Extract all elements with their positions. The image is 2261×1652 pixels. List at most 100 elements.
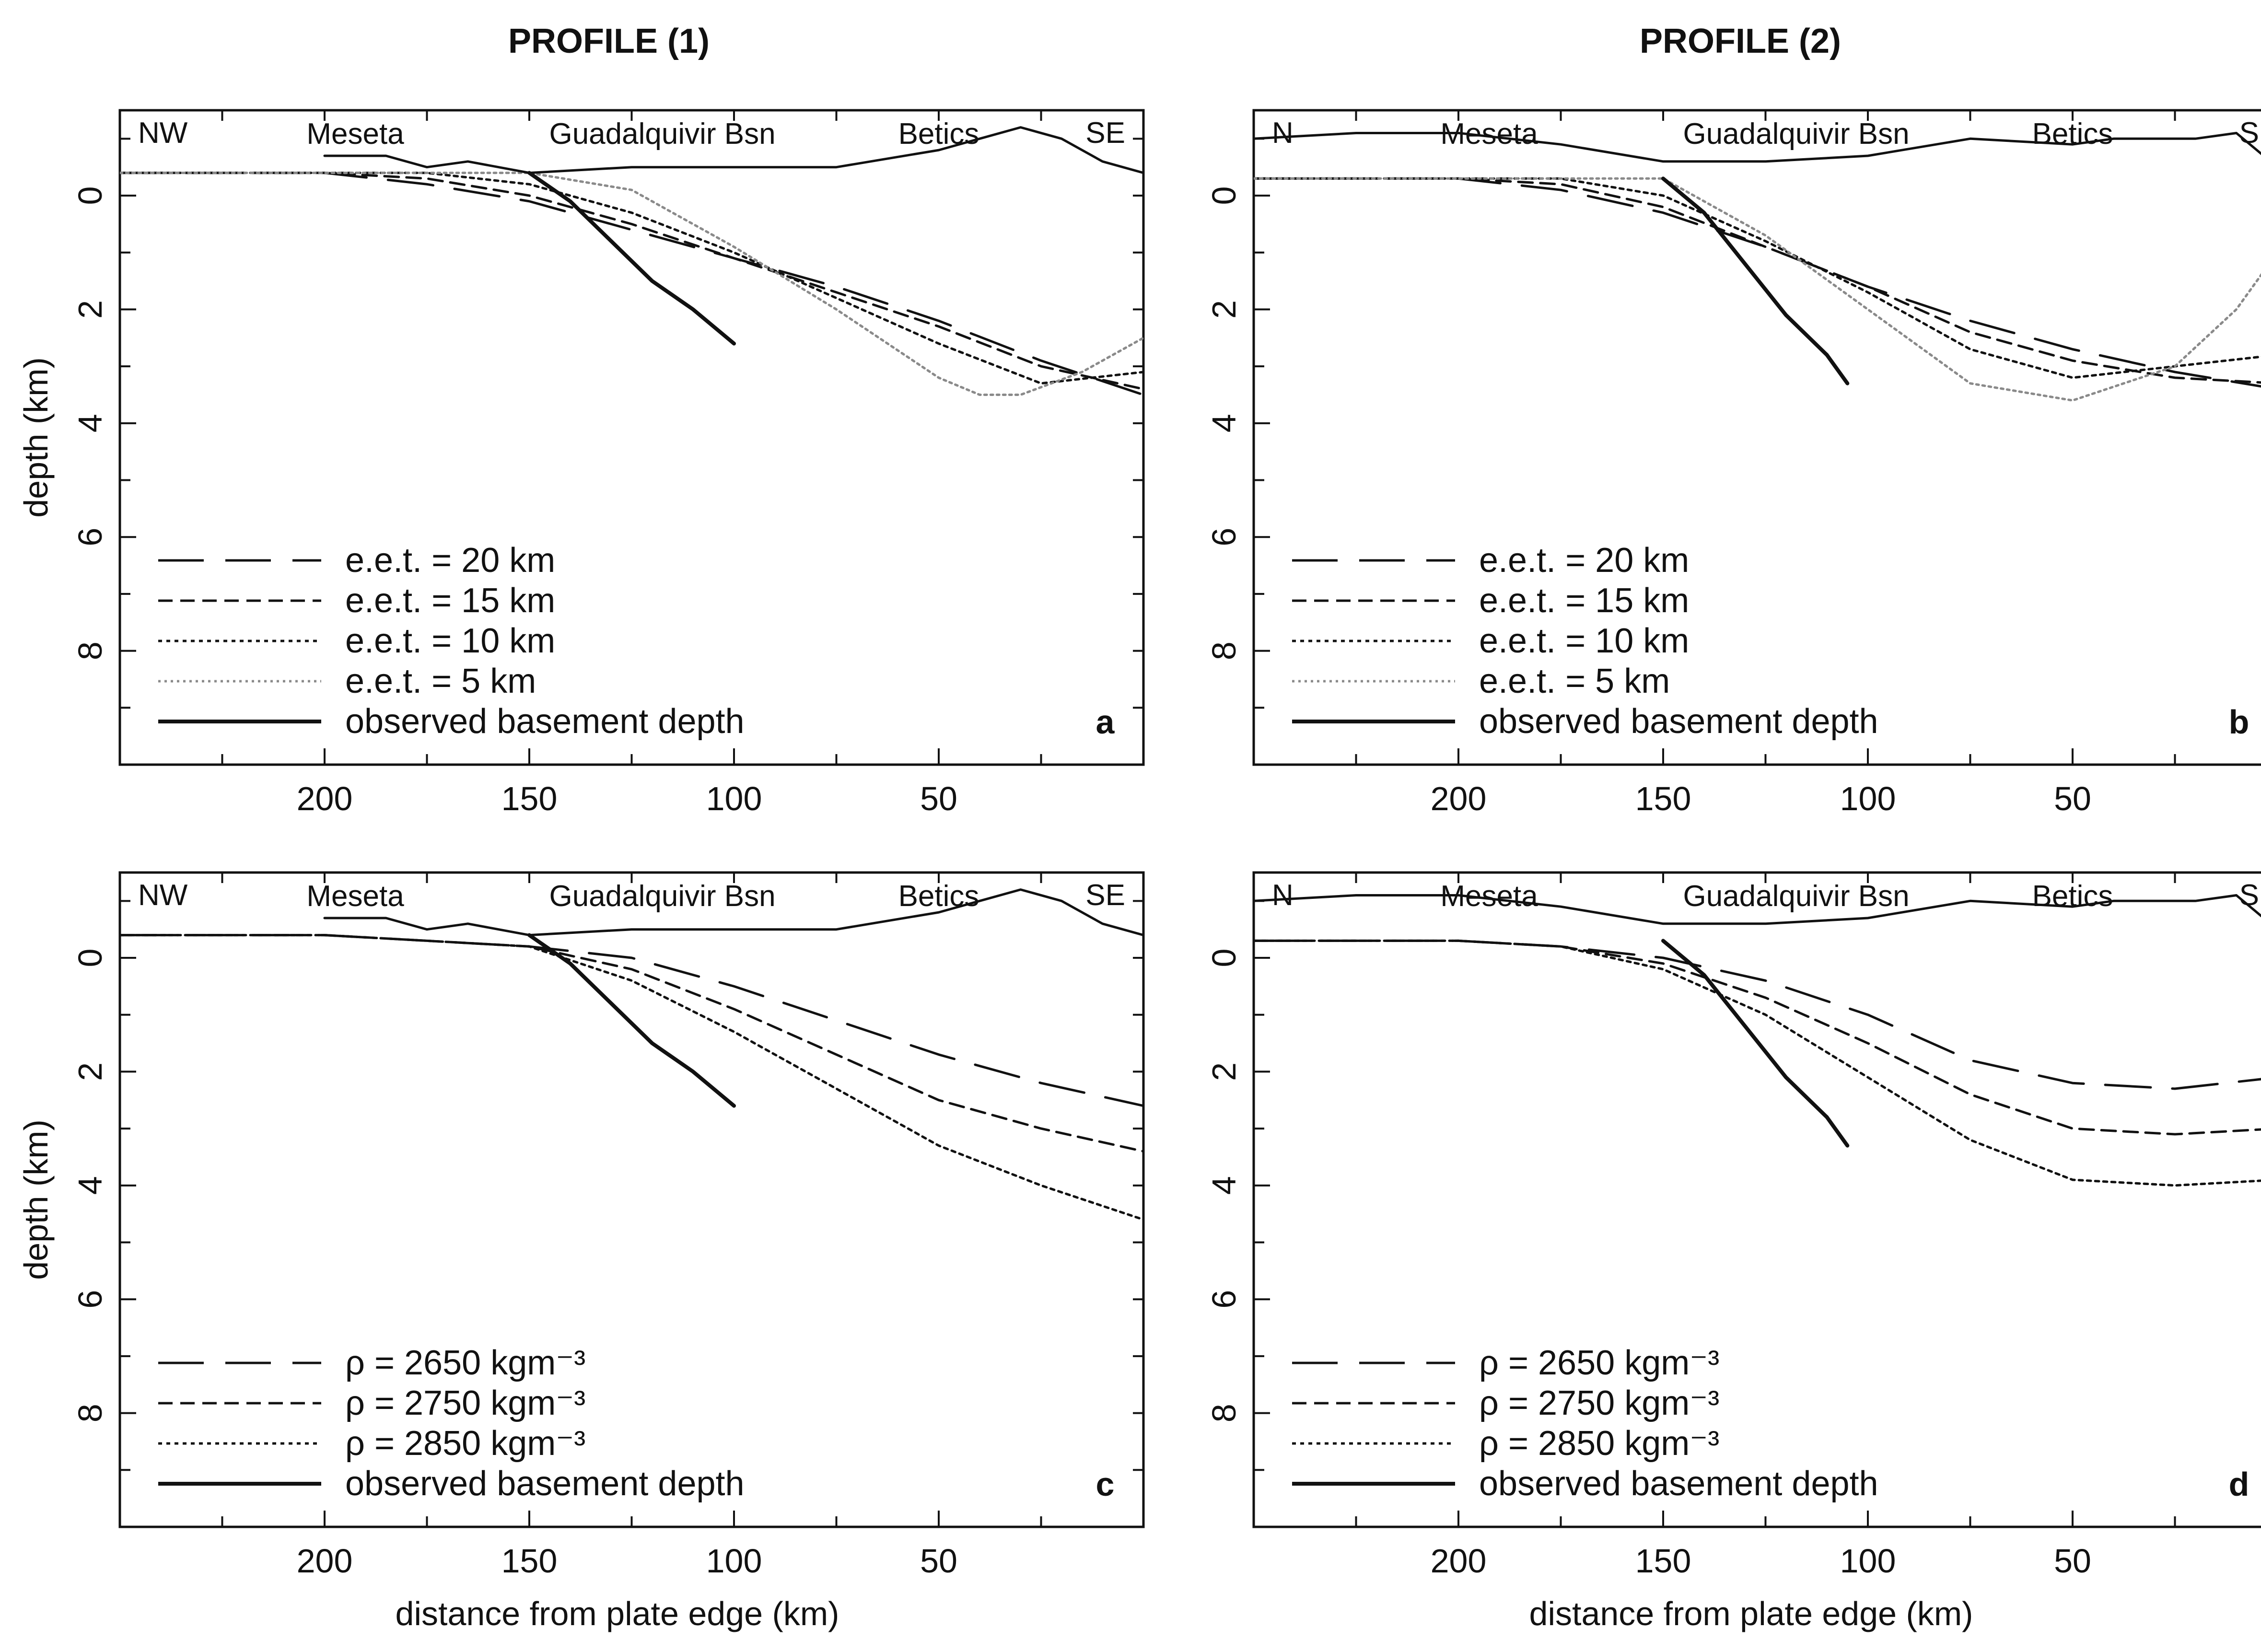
legend-label: ρ = 2650 kgm⁻³	[1479, 1344, 1719, 1382]
x-tick-label: 50	[920, 780, 957, 817]
series-line	[1254, 939, 2261, 1090]
corner-label-right: SE	[1085, 116, 1125, 150]
series-line	[323, 888, 1143, 937]
legend-label: observed basement depth	[345, 702, 745, 741]
x-tick-label: 200	[297, 780, 353, 817]
panel-a: 0 2 4 6 8 200 150 100 50 NW SE Meseta Guadalquivir B…	[17, 109, 1145, 817]
series-line	[120, 934, 1143, 1221]
x-tick-label: 100	[706, 1542, 762, 1580]
series-line	[1254, 939, 2261, 1187]
legend-label: ρ = 2850 kgm⁻³	[345, 1424, 585, 1463]
legend-label: observed basement depth	[1479, 1465, 1878, 1503]
x-tick-label: 50	[2054, 780, 2091, 817]
region-label: Guadalquivir Bsn	[1683, 117, 1909, 151]
y-tick-label: 2	[71, 1062, 109, 1081]
series-line	[120, 934, 1143, 1107]
series-lines	[120, 126, 1143, 396]
region-label: Betics	[898, 117, 979, 151]
y-tick-label: 8	[71, 1404, 109, 1422]
x-tick-label: 50	[2054, 1542, 2091, 1580]
plot-frame	[118, 109, 1145, 766]
plot-frame	[1252, 109, 2261, 766]
x-tick-label: 200	[297, 1542, 353, 1580]
legend-label: e.e.t. = 10 km	[1479, 622, 1689, 660]
panel-letter: a	[1096, 703, 1115, 741]
series-line	[120, 172, 1143, 391]
profile-1-title: PROFILE (1)	[508, 22, 710, 60]
series-line	[1254, 132, 2261, 163]
y-tick-label: 8	[71, 641, 109, 660]
y-tick-label: 4	[71, 414, 109, 432]
legend-label: e.e.t. = 20 km	[345, 541, 555, 580]
plot-frame	[1252, 871, 2261, 1528]
series-line	[120, 934, 1143, 1153]
y-tick-label: 4	[1205, 1176, 1243, 1195]
y-axis-label: depth (km)	[17, 1119, 55, 1280]
legend-label: e.e.t. = 20 km	[1479, 541, 1689, 580]
legend-label: e.e.t. = 5 km	[345, 662, 536, 700]
legend: e.e.t. = 20 kme.e.t. = 15 kme.e.t. = 10 …	[1292, 541, 1878, 741]
region-label: Guadalquivir Bsn	[549, 880, 775, 913]
corner-label-left: NW	[138, 879, 188, 912]
corner-label-right: SE	[1085, 879, 1125, 912]
region-label: Betics	[898, 880, 979, 913]
y-tick-label: 4	[1205, 414, 1243, 432]
series-line	[527, 933, 736, 1108]
series-line	[1254, 177, 2261, 402]
panel-letter: c	[1096, 1466, 1115, 1503]
legend: ρ = 2650 kgm⁻³ρ = 2750 kgm⁻³ρ = 2850 kgm…	[1292, 1344, 1878, 1503]
x-tick-label: 100	[1840, 780, 1896, 817]
legend-label: e.e.t. = 10 km	[345, 622, 555, 660]
legend-label: observed basement depth	[345, 1465, 745, 1503]
y-tick-label: 0	[71, 186, 109, 205]
panel-c: 0 2 4 6 8 200 150 100 50 NW SE Meseta Guadalquivir B…	[17, 871, 1145, 1632]
corner-label-left: NW	[138, 116, 188, 150]
legend-label: e.e.t. = 15 km	[1479, 582, 1689, 620]
y-tick-label: 8	[1205, 641, 1243, 660]
legend: e.e.t. = 20 kme.e.t. = 15 kme.e.t. = 10 …	[158, 541, 745, 741]
x-tick-label: 100	[706, 780, 762, 817]
y-tick-label: 4	[71, 1176, 109, 1195]
series-line	[1661, 176, 1850, 385]
legend-label: ρ = 2850 kgm⁻³	[1479, 1424, 1719, 1463]
x-tick-label: 150	[1635, 780, 1691, 817]
series-line	[1254, 894, 2261, 925]
panel-letter: b	[2229, 703, 2249, 741]
x-tick-label: 50	[920, 1542, 957, 1580]
y-tick-label: 2	[1205, 1062, 1243, 1081]
y-tick-label: 2	[1205, 300, 1243, 319]
x-axis-label: distance from plate edge (km)	[396, 1595, 839, 1632]
series-lines	[1254, 894, 2261, 1187]
series-line	[120, 172, 1143, 396]
legend-label: ρ = 2650 kgm⁻³	[345, 1344, 585, 1382]
plot-frame	[118, 871, 1145, 1528]
y-tick-label: 6	[1205, 1290, 1243, 1309]
region-label: Guadalquivir Bsn	[1683, 880, 1909, 913]
y-tick-label: 6	[71, 1290, 109, 1309]
x-tick-label: 200	[1431, 780, 1487, 817]
legend-label: e.e.t. = 15 km	[345, 582, 555, 620]
corner-label-left: N	[1272, 879, 1294, 912]
x-tick-label: 150	[501, 1542, 558, 1580]
region-label: Meseta	[306, 117, 404, 151]
series-line	[1254, 939, 2261, 1136]
legend-label: ρ = 2750 kgm⁻³	[345, 1384, 585, 1422]
y-tick-label: 0	[1205, 186, 1243, 205]
series-lines	[120, 888, 1143, 1221]
corner-label-left: N	[1272, 116, 1294, 150]
x-axis-label: distance from plate edge (km)	[1529, 1595, 1973, 1632]
region-label: Guadalquivir Bsn	[549, 117, 775, 151]
y-tick-label: 0	[1205, 949, 1243, 967]
profile-2-title: PROFILE (2)	[1640, 22, 1841, 60]
legend-label: e.e.t. = 5 km	[1479, 662, 1670, 700]
y-tick-label: 8	[1205, 1404, 1243, 1422]
series-line	[120, 172, 1143, 396]
x-tick-label: 150	[1635, 1542, 1691, 1580]
series-lines	[1254, 132, 2261, 402]
series-line	[120, 172, 1143, 385]
panel-letter: d	[2229, 1466, 2249, 1503]
